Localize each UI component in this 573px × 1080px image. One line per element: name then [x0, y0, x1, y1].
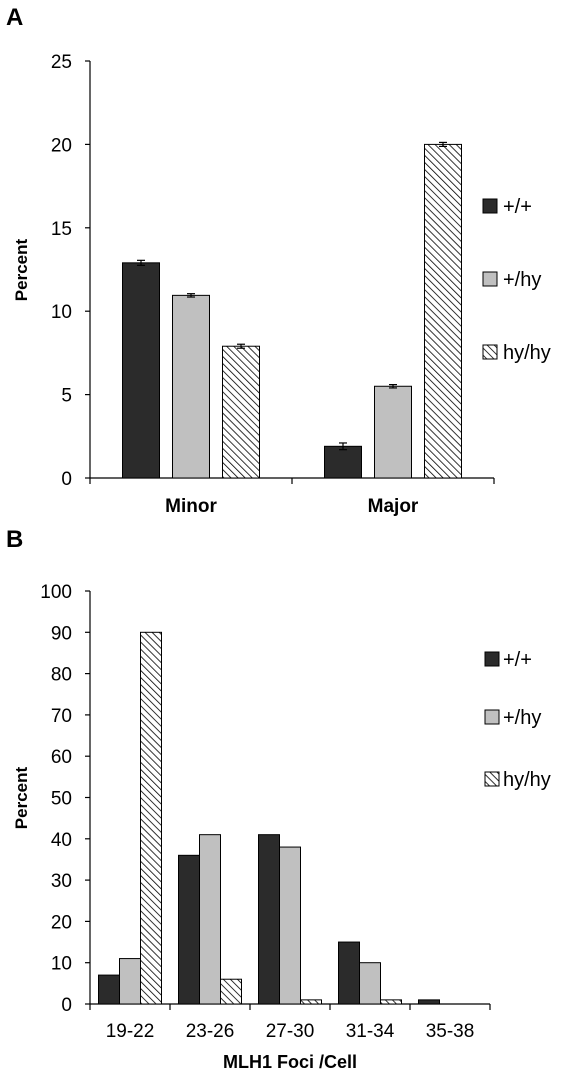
y-tick-label: 60: [51, 747, 72, 768]
y-tick-label: 80: [51, 665, 72, 686]
bar--hy-27-30: [279, 846, 301, 1005]
legend-swatch: [484, 771, 500, 787]
legend-label: +/hy: [503, 269, 541, 291]
x-tick-label: 31-34: [346, 1021, 395, 1042]
legend-label: +/+: [503, 649, 532, 671]
x-tick-label: 27-30: [266, 1021, 315, 1042]
panel-label-a: A: [6, 4, 23, 31]
y-tick-label: 90: [51, 623, 72, 644]
legend-swatch: [482, 198, 498, 214]
x-axis-label-b: MLH1 Foci /Cell: [223, 1052, 357, 1072]
bar---Major: [324, 445, 362, 479]
bar--hy-31-34: [359, 962, 381, 1005]
bar---35-38: [418, 999, 440, 1005]
bar---Minor: [122, 262, 160, 479]
y-tick-label: 10: [51, 954, 72, 975]
y-tick-label: 25: [51, 52, 72, 73]
y-tick-label: 30: [51, 871, 72, 892]
y-tick-label: 10: [51, 302, 72, 323]
legend-label: +/hy: [503, 707, 541, 729]
x-tick-label: 23-26: [186, 1021, 235, 1042]
bar--hy-Minor: [172, 294, 210, 479]
legend-swatch: [482, 271, 498, 287]
y-tick-label: 70: [51, 706, 72, 727]
y-tick-label: 15: [51, 219, 72, 240]
chart-panel-b: 0 10 20 30 40 50 60 70 80 90 100 19-22 23-26 27-30 31-…: [40, 582, 551, 1042]
x-tick-label: Major: [368, 496, 419, 517]
bar-hy-hy-23-26: [220, 978, 242, 1005]
bar---27-30: [258, 834, 280, 1005]
bar---31-34: [338, 941, 360, 1005]
legend-label: +/+: [503, 196, 532, 218]
bar--hy-19-22: [119, 958, 141, 1005]
y-axis-label-a: Percent: [12, 238, 31, 301]
bar--hy-23-26: [199, 834, 221, 1005]
y-tick-label: 20: [51, 135, 72, 156]
bar-hy-hy-Minor: [222, 345, 260, 479]
y-axis-label-b: Percent: [12, 766, 31, 829]
x-tick-label: Minor: [165, 496, 217, 517]
x-tick-label: 35-38: [426, 1021, 475, 1042]
y-tick-label: 40: [51, 830, 72, 851]
bar---23-26: [178, 854, 200, 1005]
y-tick-label: 5: [61, 386, 72, 407]
y-tick-label: 20: [51, 912, 72, 933]
bar---19-22: [98, 974, 120, 1005]
bar-hy-hy-19-22: [140, 631, 162, 1005]
chart-panel-a: 0 5 10 15 20 25 Minor Major +/+ +/hy hy/hy: [51, 52, 551, 517]
legend-swatch: [484, 651, 500, 667]
y-tick-label: 50: [51, 789, 72, 810]
bar-hy-hy-31-34: [380, 999, 402, 1005]
legend-label: hy/hy: [503, 769, 551, 791]
y-tick-label: 100: [40, 582, 72, 603]
legend-label: hy/hy: [503, 342, 551, 364]
x-tick-label: 19-22: [106, 1021, 155, 1042]
bar--hy-Major: [374, 385, 412, 479]
legend-swatch: [484, 709, 500, 725]
y-tick-label: 0: [61, 995, 72, 1016]
panel-label-b: B: [6, 526, 23, 553]
bar-hy-hy-Major: [424, 143, 462, 479]
legend-swatch: [482, 344, 498, 360]
bar-hy-hy-27-30: [300, 999, 322, 1005]
y-tick-label: 0: [61, 469, 72, 490]
